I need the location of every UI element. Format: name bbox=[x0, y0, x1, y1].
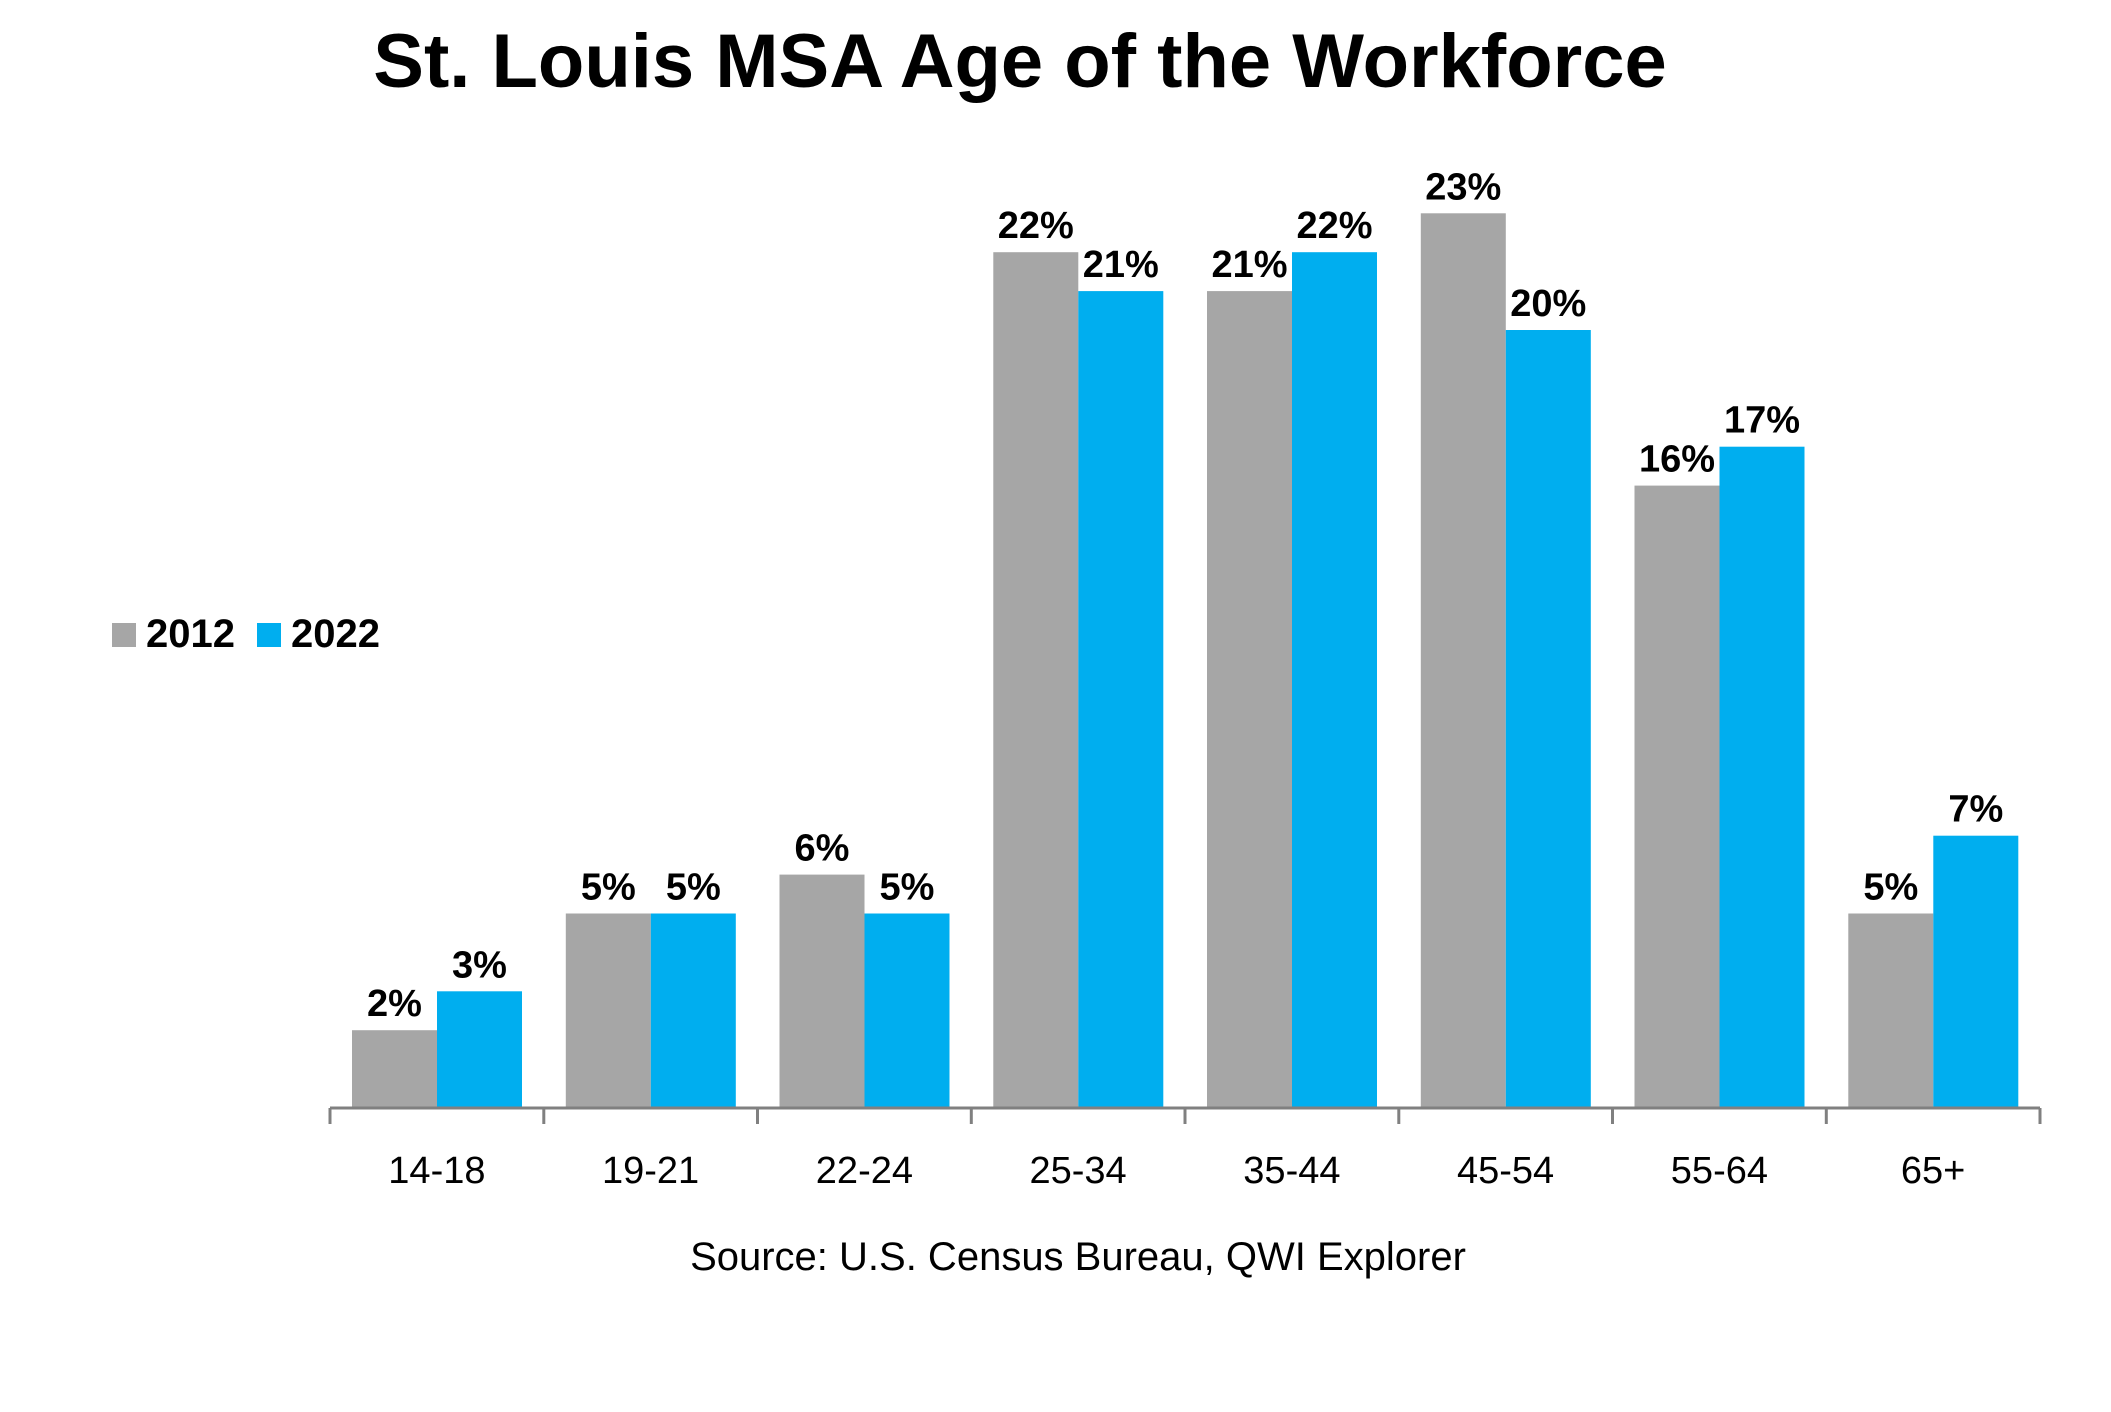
source-note: Source: U.S. Census Bureau, QWI Explorer bbox=[690, 1235, 1466, 1279]
data-label-2012-19-21: 5% bbox=[581, 867, 636, 909]
bar-2022-55-64 bbox=[1719, 446, 1805, 1108]
legend-label-2022: 2022 bbox=[290, 612, 380, 656]
x-tick-label-55-64: 55-64 bbox=[1671, 1150, 1768, 1192]
legend-label-2012: 2012 bbox=[146, 612, 235, 656]
bar-2022-25-34 bbox=[1078, 291, 1164, 1109]
x-tick-label-45-54: 45-54 bbox=[1457, 1150, 1554, 1192]
bar-2012-19-21 bbox=[565, 913, 651, 1108]
legend-swatch-2022 bbox=[256, 622, 281, 647]
bar-2012-25-34 bbox=[993, 252, 1079, 1108]
bar-2022-45-54 bbox=[1505, 330, 1591, 1108]
bar-2012-35-44 bbox=[1207, 291, 1292, 1109]
bar-2022-22-24 bbox=[864, 913, 950, 1108]
bar-2022-35-44 bbox=[1292, 252, 1377, 1108]
data-label-2022-35-44: 22% bbox=[1296, 205, 1372, 247]
data-label-2022-22-24: 5% bbox=[880, 867, 935, 909]
legend-item-2022: 2022 bbox=[256, 612, 380, 657]
x-tick-label-25-34: 25-34 bbox=[1029, 1150, 1126, 1192]
data-label-2012-55-64: 16% bbox=[1639, 439, 1715, 481]
legend-swatch-2012 bbox=[112, 622, 136, 647]
data-label-2022-19-21: 5% bbox=[666, 867, 721, 909]
chart-title: St. Louis MSA Age of the Workforce bbox=[373, 19, 1667, 104]
bar-2012-14-18 bbox=[352, 1030, 437, 1108]
legend-item-2012: 2012 bbox=[112, 612, 235, 657]
data-label-2012-65+: 5% bbox=[1863, 867, 1918, 909]
data-label-2012-35-44: 21% bbox=[1211, 244, 1287, 286]
data-label-2022-45-54: 20% bbox=[1510, 283, 1586, 325]
bar-2022-19-21 bbox=[650, 913, 736, 1108]
bar-2012-45-54 bbox=[1420, 213, 1506, 1109]
data-label-2012-25-34: 22% bbox=[998, 205, 1074, 247]
x-tick-label-14-18: 14-18 bbox=[388, 1150, 485, 1192]
data-label-2022-25-34: 21% bbox=[1083, 244, 1159, 286]
x-tick-label-35-44: 35-44 bbox=[1243, 1150, 1340, 1192]
x-tick-label-22-24: 22-24 bbox=[816, 1150, 913, 1192]
x-tick-label-65+: 65+ bbox=[1901, 1150, 1965, 1192]
data-label-2012-45-54: 23% bbox=[1425, 166, 1501, 208]
data-label-2022-14-18: 3% bbox=[452, 944, 507, 986]
bar-2022-14-18 bbox=[437, 991, 522, 1108]
legend: 2012 2022 bbox=[112, 612, 402, 657]
data-label-2012-14-18: 2% bbox=[367, 983, 422, 1025]
data-label-2012-22-24: 6% bbox=[795, 828, 850, 870]
bar-2012-55-64 bbox=[1634, 485, 1720, 1109]
bar-2012-22-24 bbox=[779, 874, 865, 1108]
bar-2022-65+ bbox=[1933, 835, 2019, 1108]
data-label-2022-55-64: 17% bbox=[1724, 400, 1800, 442]
data-label-2022-65+: 7% bbox=[1948, 789, 2003, 831]
bar-2012-65+ bbox=[1848, 913, 1934, 1108]
x-tick-label-19-21: 19-21 bbox=[602, 1150, 699, 1192]
